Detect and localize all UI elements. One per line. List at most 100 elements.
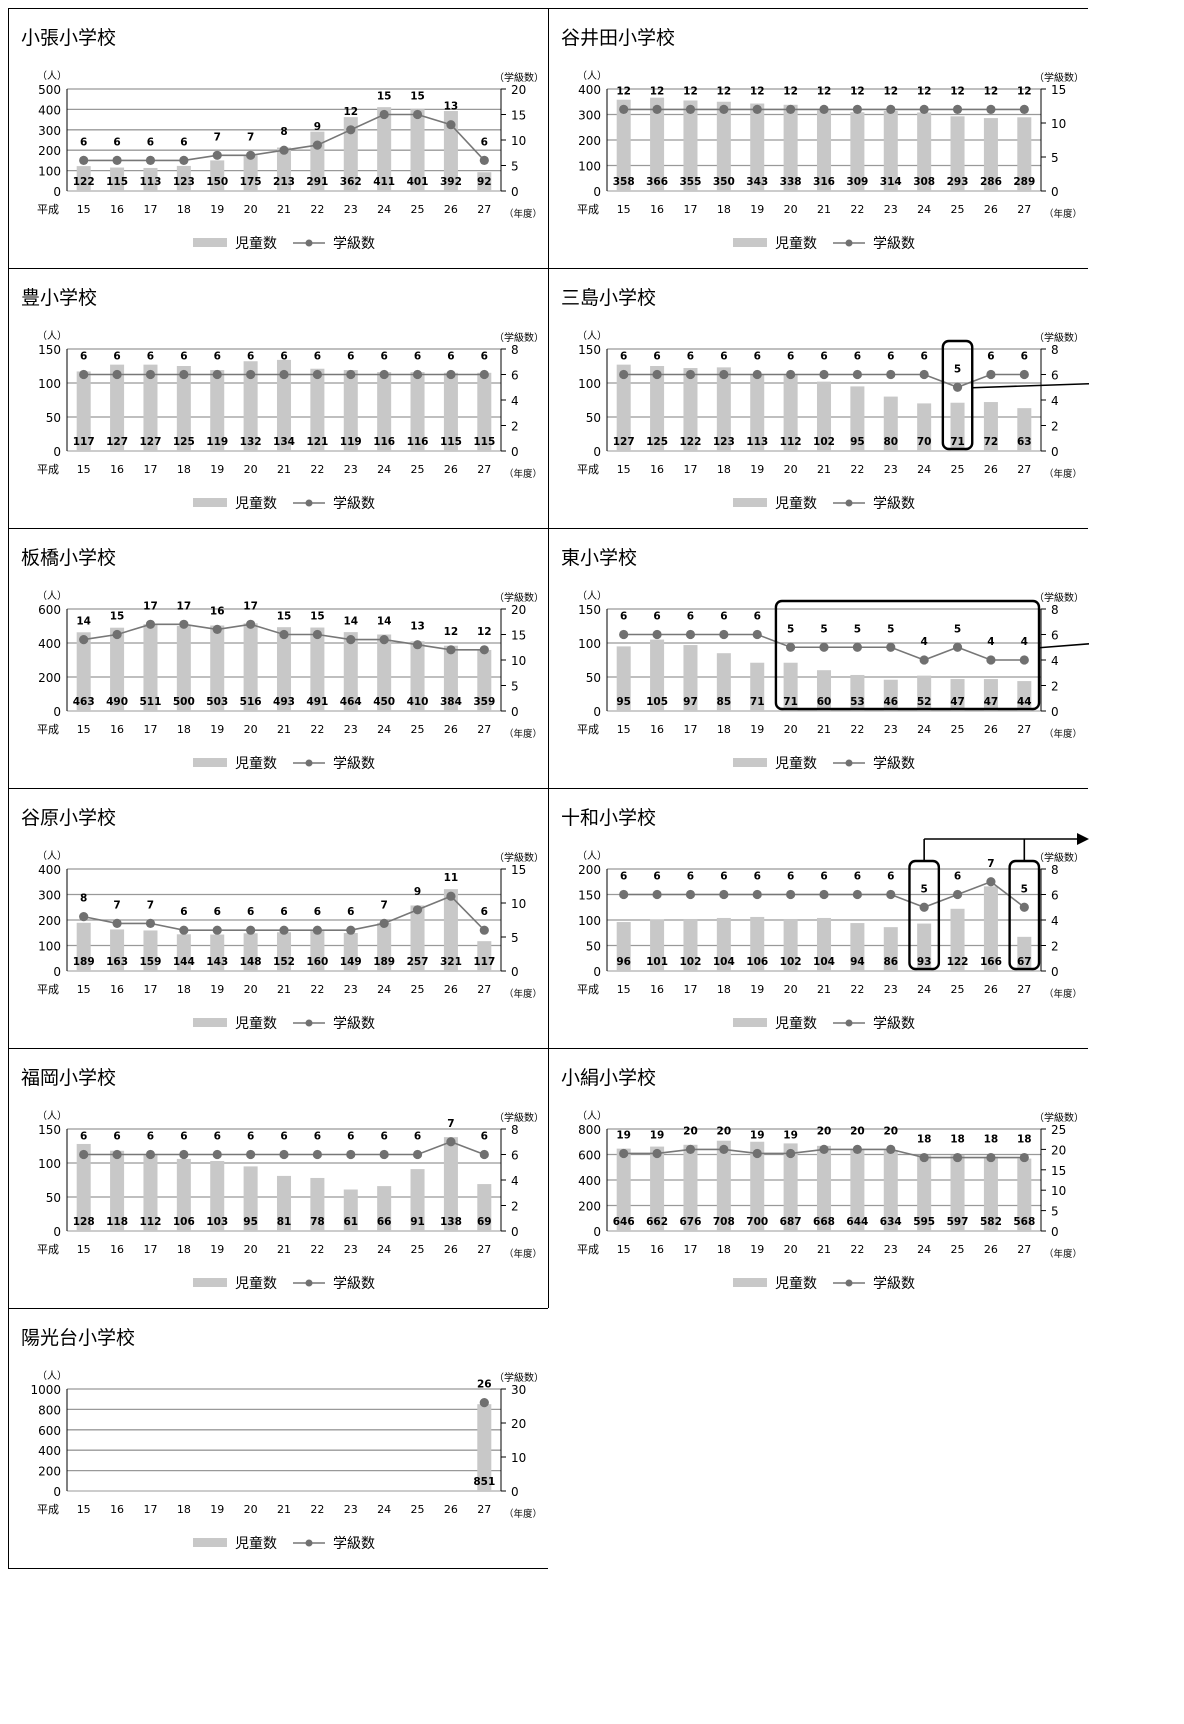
x-tick-label: 26 (444, 723, 458, 736)
line-value-label: 15 (410, 91, 425, 103)
y-left-tick-label: 200 (38, 914, 61, 928)
x-tick-label: 22 (850, 463, 864, 476)
line-value-label: 6 (687, 871, 694, 883)
y-left-tick-label: 400 (38, 863, 61, 877)
x-tick-label: 18 (177, 203, 191, 216)
charts-grid: 小張小学校 0 100 200 300 400 500 0 5 10 15 20 （人） （学級数） 122… (8, 8, 1184, 1724)
x-tick-label: 15 (77, 1503, 91, 1516)
line-point (652, 370, 661, 379)
y-right-tick-label: 10 (511, 134, 526, 148)
line-value-label: 9 (414, 886, 421, 898)
line-value-label: 6 (280, 351, 287, 363)
line-point (886, 643, 895, 652)
bar-value-label: 115 (106, 176, 128, 188)
line-value-label: 12 (683, 85, 698, 97)
line-value-label: 20 (817, 1125, 832, 1137)
y-right-tick-label: 6 (1051, 629, 1059, 643)
line-point (953, 643, 962, 652)
x-tick-label: 15 (617, 983, 631, 996)
bar-value-label: 104 (713, 956, 735, 968)
line-value-label: 19 (616, 1129, 631, 1141)
y-left-tick-label: 400 (38, 637, 61, 651)
line-point (313, 630, 322, 639)
line-value-label: 6 (820, 351, 827, 363)
line-point (346, 370, 355, 379)
y-right-tick-label: 5 (511, 160, 519, 174)
bar-value-label: 134 (273, 436, 295, 448)
bar-value-label: 95 (243, 1216, 258, 1228)
x-prefix: 平成 (37, 203, 59, 216)
x-tick-label: 27 (1017, 203, 1031, 216)
bar-value-label: 121 (306, 436, 328, 448)
legend-bar-swatch (193, 1538, 227, 1547)
line-point (146, 919, 155, 928)
bar-value-label: 700 (746, 1216, 768, 1228)
line-point (213, 625, 222, 634)
line-value-label: 6 (147, 136, 154, 148)
x-unit: （年度） (504, 208, 542, 220)
y-left-tick-label: 50 (46, 1191, 61, 1205)
line-point (920, 655, 929, 664)
line-point (313, 370, 322, 379)
y-right-tick-label: 0 (511, 705, 519, 719)
line-point (480, 926, 489, 935)
line-point (786, 370, 795, 379)
bar-value-label: 289 (1013, 176, 1035, 188)
line-point (246, 926, 255, 935)
bar-value-label: 493 (273, 696, 295, 708)
line-value-label: 20 (850, 1125, 865, 1137)
line-point (819, 370, 828, 379)
bar-value-label: 52 (917, 696, 932, 708)
line-point (112, 919, 121, 928)
line-value-label: 6 (887, 871, 894, 883)
legend-bar-label: 児童数 (235, 1535, 277, 1552)
bar-value-label: 44 (1017, 696, 1032, 708)
bar-value-label: 343 (746, 176, 768, 188)
y-right-unit: （学級数） (1034, 851, 1084, 864)
line-point (480, 370, 489, 379)
line-point (886, 105, 895, 114)
x-tick-label: 20 (244, 463, 258, 476)
chart-svg: 05010015002468（人） （学級数）95 105 97 85 71 71 60 53 4… (549, 529, 1089, 789)
x-tick-label: 23 (344, 1503, 358, 1516)
chart-panel: 小張小学校 0 100 200 300 400 500 0 5 10 15 20 （人） （学級数） 122… (8, 8, 548, 268)
bar-value-label: 568 (1013, 1216, 1035, 1228)
x-tick-label: 20 (784, 203, 798, 216)
line-value-label: 5 (854, 623, 861, 635)
line-value-label: 11 (444, 872, 459, 884)
x-tick-label: 26 (444, 463, 458, 476)
x-tick-label: 24 (917, 463, 931, 476)
line-point (853, 643, 862, 652)
x-tick-label: 26 (984, 463, 998, 476)
bar-value-label: 66 (377, 1216, 392, 1228)
y-left-tick-label: 400 (38, 1444, 61, 1458)
bar-value-label: 175 (240, 176, 262, 188)
bar-value-label: 69 (477, 1216, 492, 1228)
x-tick-label: 16 (650, 1243, 664, 1256)
line-value-label: 6 (113, 1131, 120, 1143)
line-value-label: 17 (143, 600, 158, 612)
x-unit: （年度） (1044, 468, 1082, 480)
bar-value-label: 503 (206, 696, 228, 708)
x-tick-label: 27 (1017, 463, 1031, 476)
bar-value-label: 366 (646, 176, 668, 188)
line-value-label: 12 (650, 85, 665, 97)
y-right-tick-label: 8 (1051, 863, 1059, 877)
y-right-tick-label: 20 (1051, 1143, 1066, 1157)
x-prefix: 平成 (577, 1243, 599, 1256)
bar-value-label: 70 (917, 436, 932, 448)
bar-value-label: 152 (273, 956, 295, 968)
legend-bar-label: 児童数 (235, 1275, 277, 1292)
y-left-tick-label: 1000 (30, 1383, 61, 1397)
chart-panel: 小絹小学校 0 200 400 600 800 0 5 10 15 20 25 （人） （学級数） 646 6… (548, 1048, 1088, 1308)
legend-line-marker (846, 760, 853, 767)
line-value-label: 12 (817, 85, 832, 97)
legend-bar-label: 児童数 (775, 495, 817, 512)
line-value-label: 6 (920, 351, 927, 363)
line-point (920, 105, 929, 114)
line-value-label: 6 (247, 351, 254, 363)
bar-value-label: 257 (407, 956, 429, 968)
line-point (753, 890, 762, 899)
line-point (853, 1145, 862, 1154)
